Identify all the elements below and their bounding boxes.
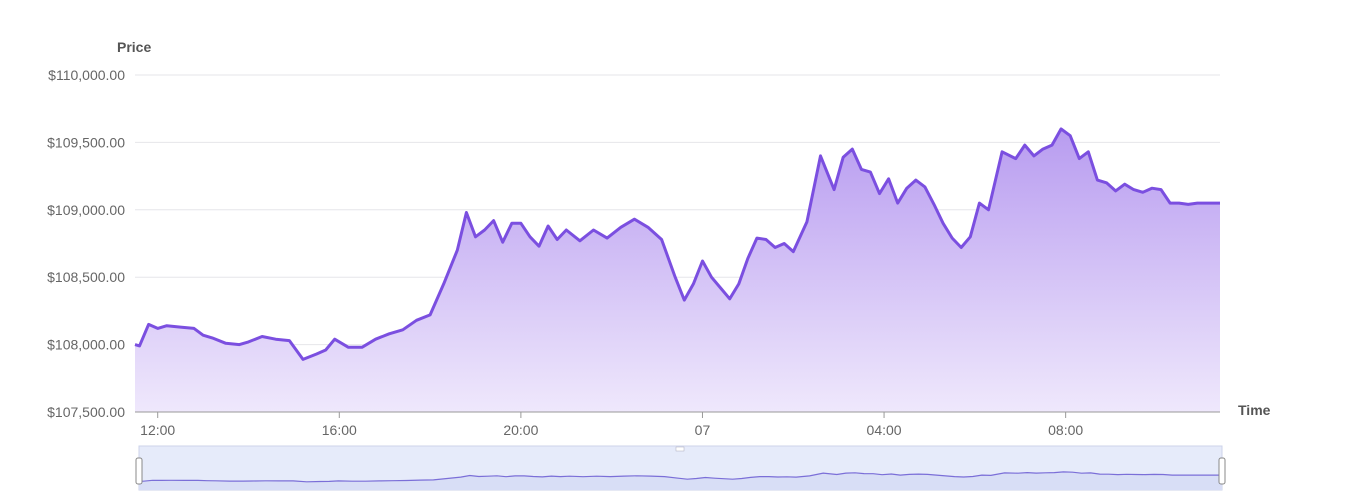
navigator-left-handle[interactable] xyxy=(135,457,143,485)
x-tick-label: 16:00 xyxy=(322,422,357,438)
range-navigator[interactable] xyxy=(135,445,1226,491)
x-tick-label: 07 xyxy=(695,422,711,438)
x-tick-label: 08:00 xyxy=(1048,422,1083,438)
y-tick-label: $109,500.00 xyxy=(47,134,125,150)
navigator-line xyxy=(138,471,1222,483)
y-tick-label: $108,000.00 xyxy=(47,337,125,353)
x-tick-label: 04:00 xyxy=(867,422,902,438)
navigator-grip[interactable] xyxy=(675,446,685,452)
area-layer xyxy=(134,127,1220,412)
y-axis: $107,500.00 $108,000.00 $108,500.00 $109,00… xyxy=(47,67,125,420)
price-area-fill xyxy=(135,128,1220,412)
price-line xyxy=(134,127,1220,361)
x-tick-label: 12:00 xyxy=(140,422,175,438)
y-axis-title: Price xyxy=(117,39,151,55)
x-tick-label: 20:00 xyxy=(503,422,538,438)
y-tick-label: $107,500.00 xyxy=(47,404,125,420)
navigator-right-handle[interactable] xyxy=(1218,457,1226,485)
x-axis: 12:00 16:00 20:00 07 04:00 08:00 xyxy=(135,411,1220,438)
y-tick-label: $110,000.00 xyxy=(48,67,125,83)
x-axis-title: Time xyxy=(1238,402,1271,418)
y-tick-label: $108,500.00 xyxy=(47,269,125,285)
y-tick-label: $109,000.00 xyxy=(47,202,125,218)
